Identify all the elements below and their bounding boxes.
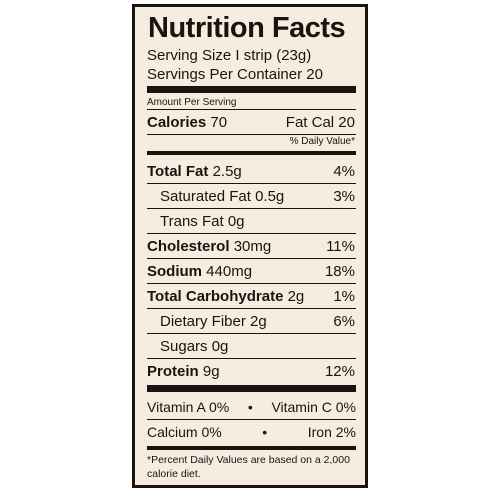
- servings-per-container: Servings Per Container 20: [147, 66, 323, 83]
- nutrient-amount: 2g: [287, 287, 305, 305]
- iron: Iron 2%: [307, 423, 356, 440]
- nutrient-row-dietary-fiber: Dietary Fiber 2g 6%: [147, 309, 356, 333]
- nutrient-dv: 3%: [333, 187, 355, 205]
- calcium: Calcium 0%: [147, 423, 222, 440]
- nutrient-cell: Dietary Fiber 2g: [160, 313, 267, 330]
- nutrient-amount: 0.5g: [255, 187, 285, 205]
- divider: [147, 183, 356, 184]
- nutrient-row-saturated-fat: Saturated Fat 0.5g 3%: [147, 184, 356, 208]
- label-title: Nutrition Facts: [148, 12, 346, 44]
- divider: [147, 258, 356, 259]
- nutrition-facts-label: Nutrition Facts Serving Size I strip (23…: [132, 4, 368, 488]
- thick-divider: [147, 86, 356, 93]
- nutrient-row-sodium: Sodium 440mg 18%: [147, 259, 356, 283]
- nutrient-cell: Total Carbohydrate 2g: [147, 288, 304, 305]
- footnote: *Percent Daily Values are based on a 2,0…: [147, 454, 350, 480]
- vitamin-a: Vitamin A 0%: [147, 398, 230, 415]
- nutrient-amount: 0g: [211, 337, 229, 355]
- nutrient-label: Saturated Fat: [160, 187, 251, 205]
- nutrient-row-total-carbohydrate: Total Carbohydrate 2g 1%: [147, 284, 356, 308]
- nutrient-amount: 440mg: [206, 262, 253, 280]
- nutrient-row-total-fat: Total Fat 2.5g 4%: [147, 159, 356, 183]
- nutrient-label: Sodium: [147, 262, 202, 280]
- nutrient-label: Trans Fat: [160, 212, 224, 230]
- nutrient-label: Dietary Fiber: [160, 312, 246, 330]
- medium-divider: [147, 151, 356, 155]
- nutrient-amount: 9g: [202, 362, 220, 380]
- nutrient-dv: 18%: [324, 262, 355, 280]
- nutrient-dv: 11%: [326, 237, 355, 255]
- nutrient-amount: 0g: [227, 212, 245, 230]
- nutrient-cell: Sugars 0g: [160, 338, 228, 355]
- nutrient-label: Cholesterol: [147, 237, 230, 255]
- calories-value: 70: [210, 113, 228, 131]
- calories-label: Calories: [147, 113, 207, 131]
- amount-per-serving: Amount Per Serving: [147, 97, 237, 108]
- divider: [147, 208, 356, 209]
- separator-dot: •: [262, 423, 268, 440]
- divider: [147, 109, 356, 110]
- nutrient-cell: Cholesterol 30mg: [147, 238, 271, 255]
- vitamins-row: Vitamin A 0% • Vitamin C 0%: [147, 395, 356, 419]
- vitamin-c: Vitamin C 0%: [271, 398, 356, 415]
- nutrient-amount: 2.5g: [212, 162, 242, 180]
- daily-value-header: % Daily Value*: [289, 136, 355, 147]
- nutrient-amount: 2g: [250, 312, 267, 330]
- calories-row: Calories 70 Fat Cal 20: [147, 110, 356, 134]
- nutrient-label: Total Carbohydrate: [147, 287, 284, 305]
- serving-size: Serving Size I strip (23g): [147, 47, 312, 64]
- nutrient-dv: 1%: [333, 287, 355, 305]
- minerals-row: Calcium 0% • Iron 2%: [147, 420, 356, 444]
- medium-divider: [147, 446, 356, 450]
- nutrient-cell: Total Fat 2.5g: [147, 163, 242, 180]
- nutrient-cell: Sodium 440mg: [147, 263, 252, 280]
- nutrient-dv: 6%: [333, 312, 355, 330]
- divider: [147, 419, 356, 420]
- nutrient-label: Protein: [147, 362, 199, 380]
- divider: [147, 308, 356, 309]
- divider: [147, 233, 356, 234]
- nutrient-row-sugars: Sugars 0g: [147, 334, 356, 358]
- nutrient-dv: 4%: [333, 162, 355, 180]
- divider: [147, 134, 356, 135]
- nutrient-row-trans-fat: Trans Fat 0g: [147, 209, 356, 233]
- nutrient-row-protein: Protein 9g 12%: [147, 359, 356, 383]
- divider: [147, 283, 356, 284]
- divider: [147, 358, 356, 359]
- thick-divider: [147, 385, 356, 392]
- nutrient-dv: 12%: [324, 362, 355, 380]
- fat-calories: Fat Cal 20: [285, 113, 355, 131]
- nutrient-row-cholesterol: Cholesterol 30mg 11%: [147, 234, 356, 258]
- nutrient-amount: 30mg: [233, 237, 272, 255]
- nutrient-cell: Trans Fat 0g: [160, 213, 245, 230]
- divider: [147, 333, 356, 334]
- nutrient-cell: Protein 9g: [147, 363, 220, 380]
- nutrient-label: Total Fat: [147, 162, 209, 180]
- nutrient-label: Sugars: [160, 337, 208, 355]
- nutrient-cell: Saturated Fat 0.5g: [160, 188, 284, 205]
- separator-dot: •: [247, 398, 253, 415]
- calories-cell: Calories 70: [147, 114, 227, 131]
